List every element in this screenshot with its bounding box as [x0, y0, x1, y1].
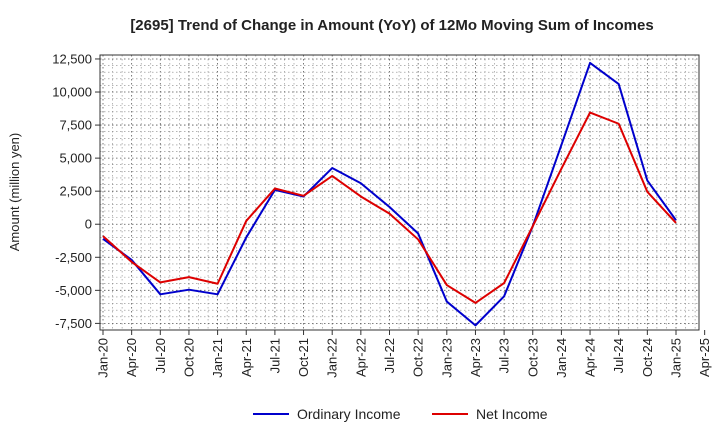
x-tick-label: Apr-23: [468, 338, 483, 377]
y-tick-label: 7,500: [59, 118, 92, 133]
x-tick-label: Jan-24: [554, 338, 569, 378]
x-tick-label: Apr-22: [353, 338, 368, 377]
series-group: [102, 61, 677, 327]
legend: Ordinary Income Net Income: [253, 406, 548, 422]
y-tick-label: -5,000: [55, 283, 92, 298]
legend-label: Net Income: [476, 406, 548, 422]
x-tick-label: Jan-21: [210, 338, 225, 378]
y-tick-label: 2,500: [59, 184, 92, 199]
x-tick-label: Jul-24: [611, 338, 626, 373]
x-tick-label: Oct-22: [411, 338, 426, 377]
plot-area: [100, 55, 699, 330]
series-line-net-income: [102, 111, 677, 304]
x-tick-label: Jan-23: [439, 338, 454, 378]
x-tick-label: Jul-23: [497, 338, 512, 373]
x-tick-label: Apr-20: [124, 338, 139, 377]
x-tick-label: Oct-23: [525, 338, 540, 377]
y-tick-label: 12,500: [52, 51, 92, 66]
chart-title: [2695] Trend of Change in Amount (YoY) o…: [130, 17, 653, 34]
x-axis-ticks: Jan-20 Apr-20 Jul-20 Oct-20 Jan-21 Apr-21 Jul-…: [96, 330, 712, 378]
x-tick-label: Jan-22: [325, 338, 340, 378]
x-tick-label: Jan-20: [96, 338, 111, 378]
series-line-ordinary-income: [102, 61, 677, 327]
x-tick-label: Jul-21: [267, 338, 282, 373]
x-tick-label: Apr-24: [583, 338, 598, 377]
x-tick-label: Oct-20: [181, 338, 196, 377]
x-tick-label: Apr-25: [697, 338, 712, 377]
x-tick-label: Jan-25: [669, 338, 684, 378]
plot-border: [99, 54, 700, 331]
x-tick-label: Jul-20: [153, 338, 168, 373]
x-tick-label: Oct-24: [640, 338, 655, 377]
legend-label: Ordinary Income: [297, 406, 401, 422]
y-axis-label: Amount (million yen): [7, 133, 22, 252]
y-tick-label: 10,000: [52, 85, 92, 100]
x-tick-label: Apr-21: [239, 338, 254, 377]
y-tick-label: 5,000: [59, 151, 92, 166]
x-tick-label: Jul-22: [382, 338, 397, 373]
y-tick-label: -7,500: [55, 316, 92, 331]
x-tick-label: Oct-21: [296, 338, 311, 377]
y-tick-label: 0: [85, 217, 92, 232]
y-axis-ticks: 12,500 10,000 7,500 5,000 2,500 0 -2,500 -5,000…: [52, 51, 100, 331]
grid: [100, 55, 699, 330]
y-tick-label: -2,500: [55, 250, 92, 265]
